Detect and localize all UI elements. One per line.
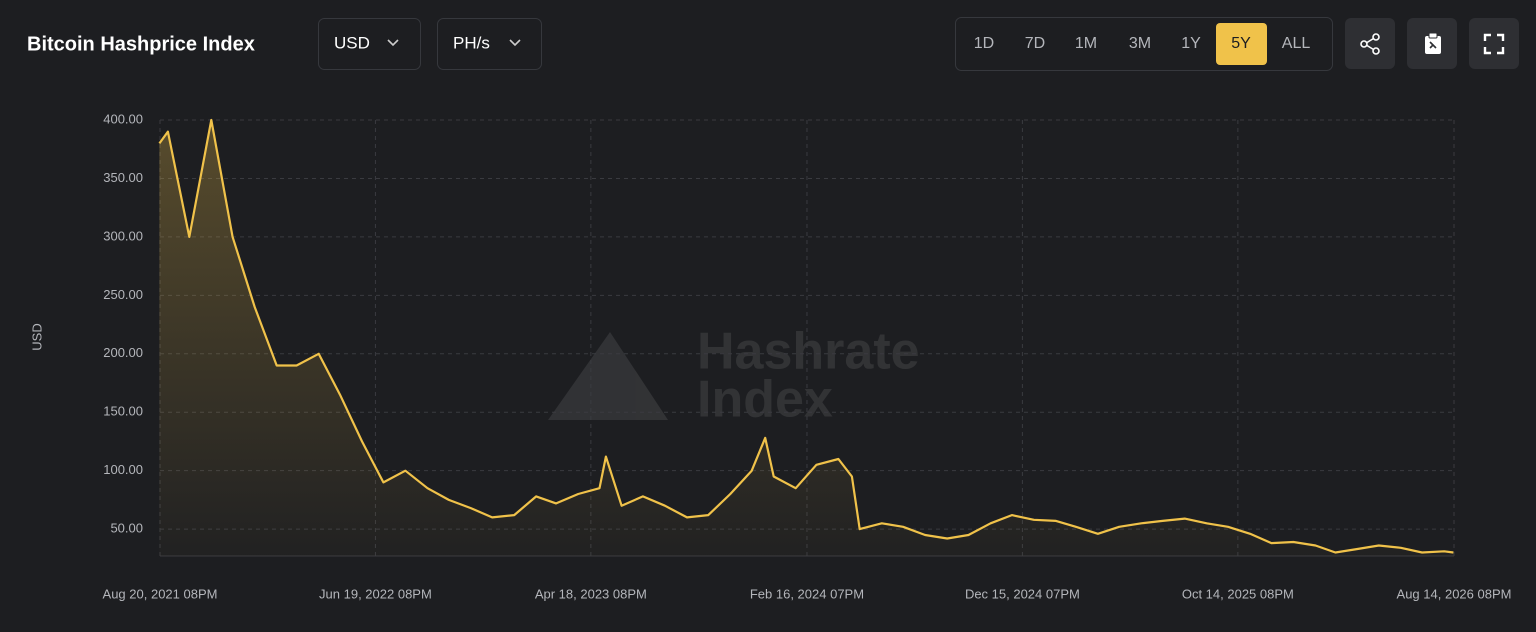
range-button[interactable]: 1M [1075,35,1097,52]
range-label: 1D [974,35,994,52]
range-label: 7D [1025,35,1045,52]
fullscreen-button[interactable] [1469,18,1519,69]
y-tick-label: 250.00 [103,287,143,302]
x-tick-label: Aug 20, 2021 08PM [103,586,218,601]
unit-value: PH/s [453,33,490,52]
range-button[interactable]: ALL [1282,35,1311,52]
currency-dropdown[interactable]: USD [318,18,421,70]
watermark-text: Hashrate [697,323,920,381]
y-tick-label: 200.00 [103,345,143,360]
x-tick-label: Feb 16, 2024 07PM [750,586,864,601]
range-button[interactable]: 7D [1025,35,1045,52]
range-label: 1M [1075,35,1097,52]
area [159,120,1454,556]
range-label: 5Y [1231,35,1251,52]
range-label: 1Y [1181,35,1201,52]
x-tick-label: Dec 15, 2024 07PM [965,586,1080,601]
page-title: Bitcoin Hashprice Index [27,33,255,55]
watermark: Hashrate Index [548,323,920,429]
range-label: 3M [1129,35,1151,52]
range-button[interactable]: 1D [974,35,994,52]
share-button[interactable] [1345,18,1395,69]
range-button[interactable]: 3M [1129,35,1151,52]
range-highlight [1216,23,1267,65]
line [158,118,1454,554]
y-tick-label: 300.00 [103,228,143,243]
y-tick-label: 100.00 [103,462,143,477]
range-label: ALL [1282,35,1311,52]
unit-dropdown[interactable]: PH/s [437,18,542,70]
range-button[interactable]: 5Y [1216,23,1267,65]
y-tick-label: 150.00 [103,404,143,419]
x-tick-label: Oct 14, 2025 08PM [1182,586,1294,601]
watermark-text: Index [697,371,833,429]
range-button[interactable]: 1Y [1181,35,1201,52]
y-tick-label: 50.00 [110,521,143,536]
x-tick-label: Jun 19, 2022 08PM [319,586,432,601]
y-axis-label: USD [29,323,44,350]
x-tick-label: Aug 14, 2026 08PM [1397,586,1512,601]
currency-value: USD [334,33,370,52]
y-tick-label: 400.00 [103,111,143,126]
copy-button[interactable] [1407,18,1457,69]
x-tick-label: Apr 18, 2023 08PM [535,586,647,601]
y-tick-label: 350.00 [103,170,143,185]
